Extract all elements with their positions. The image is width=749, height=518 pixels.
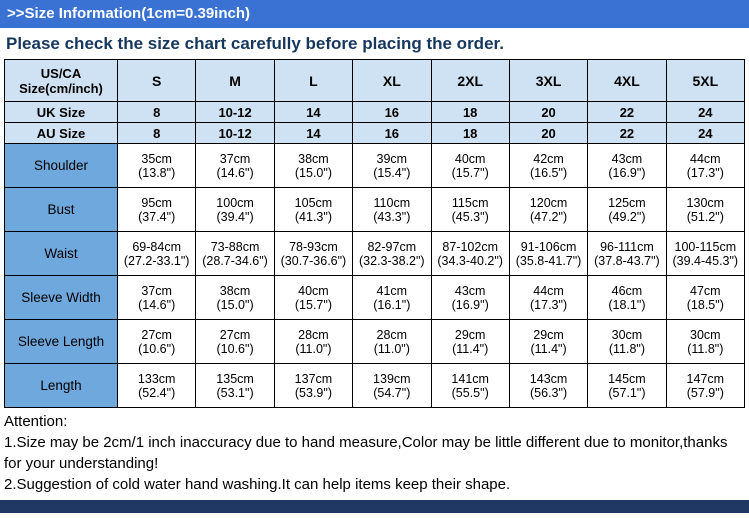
size-cell: 69-84cm (27.2-33.1") [116, 231, 197, 276]
size-cell: 18 [430, 122, 510, 144]
size-cell: 20 [508, 122, 589, 144]
size-cell: 44cm (17.3") [508, 275, 589, 320]
size-table-header-row: US/CA Size(cm/inch) S M L XL 2XL 3XL 4XL… [4, 59, 746, 102]
table-row-uk-size: UK Size 8 10-12 14 16 18 20 22 24 [4, 101, 746, 123]
header-us-ca-size: US/CA Size(cm/inch) [4, 59, 118, 102]
size-cell: 41cm (16.1") [352, 275, 432, 320]
table-row-au-size: AU Size 8 10-12 14 16 18 20 22 24 [4, 122, 746, 144]
size-cell: 43cm (16.9") [587, 143, 667, 188]
size-cell: 27cm (10.6") [195, 319, 275, 364]
size-cell: 95cm (37.4") [116, 187, 197, 232]
size-cell: 143cm (56.3") [508, 363, 589, 408]
size-cell: 73-88cm (28.7-34.6") [195, 231, 275, 276]
size-cell: 37cm (14.6") [116, 275, 197, 320]
attention-line-1: 1.Size may be 2cm/1 inch inaccuracy due … [4, 434, 728, 472]
attention-note: Attention: 1.Size may be 2cm/1 inch inac… [0, 408, 749, 495]
size-info-header: >>Size Information(1cm=0.39inch) [0, 0, 749, 28]
header-size-2xl: 2XL [430, 59, 510, 102]
table-row-bust: Bust 95cm (37.4") 100cm (39.4") 105cm (4… [4, 187, 746, 232]
row-label-sleeve-length: Sleeve Length [4, 319, 118, 364]
footer-bar [0, 500, 749, 513]
size-cell: 40cm (15.7") [273, 275, 354, 320]
size-cell: 139cm (54.7") [352, 363, 432, 408]
size-cell: 137cm (53.9") [273, 363, 354, 408]
size-cell: 91-106cm (35.8-41.7") [508, 231, 589, 276]
row-label-length: Length [4, 363, 118, 408]
header-size-xl: XL [352, 59, 432, 102]
size-cell: 105cm (41.3") [273, 187, 354, 232]
size-cell: 110cm (43.3") [352, 187, 432, 232]
size-cell: 35cm (13.8") [116, 143, 197, 188]
row-label-au-size: AU Size [4, 122, 118, 144]
size-cell: 28cm (11.0") [352, 319, 432, 364]
size-cell: 42cm (16.5") [508, 143, 589, 188]
size-cell: 14 [273, 122, 354, 144]
header-size-l: L [273, 59, 354, 102]
table-row-length: Length 133cm (52.4") 135cm (53.1") 137cm… [4, 363, 746, 408]
table-row-waist: Waist 69-84cm (27.2-33.1") 73-88cm (28.7… [4, 231, 746, 276]
size-cell: 16 [352, 101, 432, 123]
size-cell: 39cm (15.4") [352, 143, 432, 188]
attention-line-2: 2.Suggestion of cold water hand washing.… [4, 476, 511, 493]
header-size-4xl: 4XL [587, 59, 667, 102]
table-row-shoulder: Shoulder 35cm (13.8") 37cm (14.6") 38cm … [4, 143, 746, 188]
size-cell: 24 [665, 122, 746, 144]
table-row-sleeve-width: Sleeve Width 37cm (14.6") 38cm (15.0") 4… [4, 275, 746, 320]
attention-heading: Attention: [4, 413, 68, 430]
header-size-5xl: 5XL [665, 59, 746, 102]
header-size-m: M [195, 59, 275, 102]
row-label-waist: Waist [4, 231, 118, 276]
size-cell: 125cm (49.2") [587, 187, 667, 232]
size-cell: 100cm (39.4") [195, 187, 275, 232]
size-cell: 30cm (11.8") [587, 319, 667, 364]
size-cell: 16 [352, 122, 432, 144]
row-label-uk-size: UK Size [4, 101, 118, 123]
size-cell: 43cm (16.9") [430, 275, 510, 320]
size-cell: 14 [273, 101, 354, 123]
size-chart-table: US/CA Size(cm/inch) S M L XL 2XL 3XL 4XL… [4, 59, 746, 408]
size-cell: 18 [430, 101, 510, 123]
size-cell: 10-12 [195, 122, 275, 144]
table-row-sleeve-length: Sleeve Length 27cm (10.6") 27cm (10.6") … [4, 319, 746, 364]
size-cell: 20 [508, 101, 589, 123]
size-cell: 145cm (57.1") [587, 363, 667, 408]
size-cell: 22 [587, 122, 667, 144]
size-cell: 47cm (18.5") [665, 275, 746, 320]
size-cell: 30cm (11.8") [665, 319, 746, 364]
row-label-shoulder: Shoulder [4, 143, 118, 188]
size-cell: 27cm (10.6") [116, 319, 197, 364]
header-size-3xl: 3XL [508, 59, 589, 102]
size-cell: 22 [587, 101, 667, 123]
size-cell: 38cm (15.0") [273, 143, 354, 188]
size-cell: 135cm (53.1") [195, 363, 275, 408]
size-cell: 8 [116, 122, 197, 144]
size-cell: 46cm (18.1") [587, 275, 667, 320]
size-cell: 44cm (17.3") [665, 143, 746, 188]
size-cell: 37cm (14.6") [195, 143, 275, 188]
size-cell: 28cm (11.0") [273, 319, 354, 364]
size-cell: 29cm (11.4") [508, 319, 589, 364]
size-cell: 96-111cm (37.8-43.7") [587, 231, 667, 276]
size-cell: 40cm (15.7") [430, 143, 510, 188]
row-label-sleeve-width: Sleeve Width [4, 275, 118, 320]
size-cell: 115cm (45.3") [430, 187, 510, 232]
size-cell: 8 [116, 101, 197, 123]
size-cell: 130cm (51.2") [665, 187, 746, 232]
size-cell: 87-102cm (34.3-40.2") [430, 231, 510, 276]
size-cell: 100-115cm (39.4-45.3") [665, 231, 746, 276]
size-chart-notice: Please check the size chart carefully be… [6, 34, 504, 53]
size-cell: 133cm (52.4") [116, 363, 197, 408]
header-size-s: S [116, 59, 197, 102]
size-cell: 38cm (15.0") [195, 275, 275, 320]
size-cell: 120cm (47.2") [508, 187, 589, 232]
size-cell: 147cm (57.9") [665, 363, 746, 408]
size-cell: 29cm (11.4") [430, 319, 510, 364]
row-label-bust: Bust [4, 187, 118, 232]
size-cell: 141cm (55.5") [430, 363, 510, 408]
size-cell: 78-93cm (30.7-36.6") [273, 231, 354, 276]
size-cell: 10-12 [195, 101, 275, 123]
size-cell: 82-97cm (32.3-38.2") [352, 231, 432, 276]
size-cell: 24 [665, 101, 746, 123]
